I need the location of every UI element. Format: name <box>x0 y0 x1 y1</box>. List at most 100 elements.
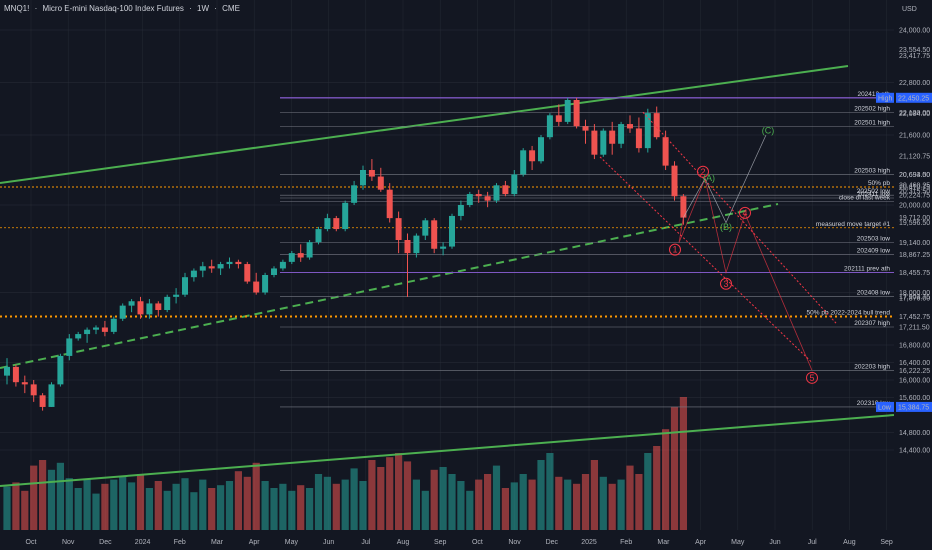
red-wave-path <box>678 177 813 371</box>
volume-bar <box>128 482 136 530</box>
candle-body <box>101 327 108 332</box>
time-tick-label: Nov <box>508 539 521 546</box>
time-tick-label: 2024 <box>135 539 151 546</box>
volume-bar <box>492 465 501 530</box>
candle-body <box>288 253 295 262</box>
price-tick-label: 22,120.00 <box>899 110 930 117</box>
time-tick-label: Jun <box>769 539 780 546</box>
price-tick-label: 17,211.50 <box>899 324 930 331</box>
price-tick-label: 18,867.25 <box>899 252 930 259</box>
volume-bar <box>21 490 29 530</box>
level-label: 202412 ath <box>857 91 890 98</box>
wave-projection <box>599 111 837 371</box>
candle-body <box>4 366 10 376</box>
lower-channel-line <box>0 414 895 487</box>
candle-body <box>635 128 642 149</box>
volume-bar <box>662 429 670 530</box>
time-tick-label: Mar <box>657 539 670 546</box>
time-tick-label: Dec <box>99 539 112 546</box>
candle-body <box>431 220 438 249</box>
candle-body <box>546 115 553 138</box>
price-tick-label: 15,600.00 <box>899 395 930 402</box>
wave-label: 1 <box>672 245 677 255</box>
price-tick-label: 20,693.50 <box>899 172 930 179</box>
candle-body <box>653 113 660 138</box>
candle-body <box>137 301 144 315</box>
price-tick-label: 16,400.00 <box>899 360 930 367</box>
level-label: 202503 high <box>854 168 890 175</box>
candle-body <box>440 246 447 249</box>
instrument-name: Micro E-mini Nasdaq-100 Index Futures <box>42 4 184 13</box>
volume-bar <box>234 471 242 530</box>
candle-body <box>253 281 260 293</box>
candle-body <box>591 130 598 155</box>
volume-bar <box>644 453 652 530</box>
price-tick-label: 14,800.00 <box>899 430 930 437</box>
candle-body <box>493 185 500 201</box>
candle-body <box>484 196 491 201</box>
price-tick-label: 19,140.00 <box>899 240 930 247</box>
volume-bar <box>74 488 82 530</box>
volume-bar <box>475 479 483 530</box>
time-tick-label: Apr <box>695 539 707 546</box>
volume-bar <box>590 460 598 530</box>
price-tick-label: 20,224.75 <box>899 193 930 200</box>
volume-bar <box>154 481 162 530</box>
level-label: 50% pb 2022-2024 bull trend <box>807 309 891 316</box>
level-label: measured move target #1 <box>816 221 890 228</box>
candle-body <box>262 275 269 293</box>
candle-body <box>475 194 482 197</box>
time-tick-label: Nov <box>62 539 75 546</box>
candle-body <box>662 137 669 166</box>
candle-body <box>422 220 429 236</box>
candle-body <box>413 235 420 254</box>
level-label: 202111 prev ath <box>844 266 890 273</box>
level-label: 202408 low <box>857 290 891 297</box>
volume-bar <box>457 481 465 530</box>
price-tick-label: 20,460.25 <box>899 182 930 189</box>
candle-body <box>244 264 251 282</box>
candle-body <box>173 294 180 297</box>
volume-bar <box>288 490 296 530</box>
price-tick-label: 17,876.00 <box>899 295 930 302</box>
volume-bar <box>252 462 260 530</box>
volume-bar <box>608 483 616 530</box>
volume-bar <box>56 462 64 530</box>
candle-body <box>520 150 527 175</box>
volume-bar <box>670 406 679 530</box>
currency-label[interactable]: USD <box>902 6 917 13</box>
volume-bar <box>306 488 314 530</box>
volume-bar <box>270 488 278 530</box>
volume-bar <box>555 476 563 530</box>
volume-bar <box>136 474 145 530</box>
volume-bar <box>341 479 349 530</box>
badge-value-bg <box>896 401 932 412</box>
volume-bar <box>519 474 527 530</box>
level-label: 202503 low <box>857 236 891 243</box>
time-axis[interactable]: Oct Nov Dec 2024 Feb Mar Apr May Jun Jul Aug Sep Oct… <box>0 530 932 550</box>
candle-body <box>297 253 304 258</box>
interval-label[interactable]: 1W <box>197 4 210 13</box>
candle-body <box>582 126 589 131</box>
volume-bar <box>30 465 38 530</box>
level-label: close of last week <box>839 195 891 202</box>
candle-body <box>306 242 313 258</box>
volume-bar <box>83 479 91 530</box>
volume-bar <box>626 465 634 530</box>
candle-body <box>119 305 126 319</box>
price-tick-label: 23,554.50 <box>899 47 930 54</box>
volume-bar <box>653 446 661 530</box>
abc-path <box>683 134 767 224</box>
wave-circle <box>669 243 681 256</box>
badge-label: Low <box>878 404 892 411</box>
volume-bar <box>386 457 394 530</box>
symbol-label[interactable]: MNQ1! <box>4 4 30 13</box>
volume-bar <box>190 492 198 530</box>
time-axis-bg <box>0 530 932 550</box>
candle-body <box>404 240 411 254</box>
candle-body <box>386 189 393 219</box>
volume-bar <box>466 490 474 530</box>
candle-body <box>190 270 197 278</box>
